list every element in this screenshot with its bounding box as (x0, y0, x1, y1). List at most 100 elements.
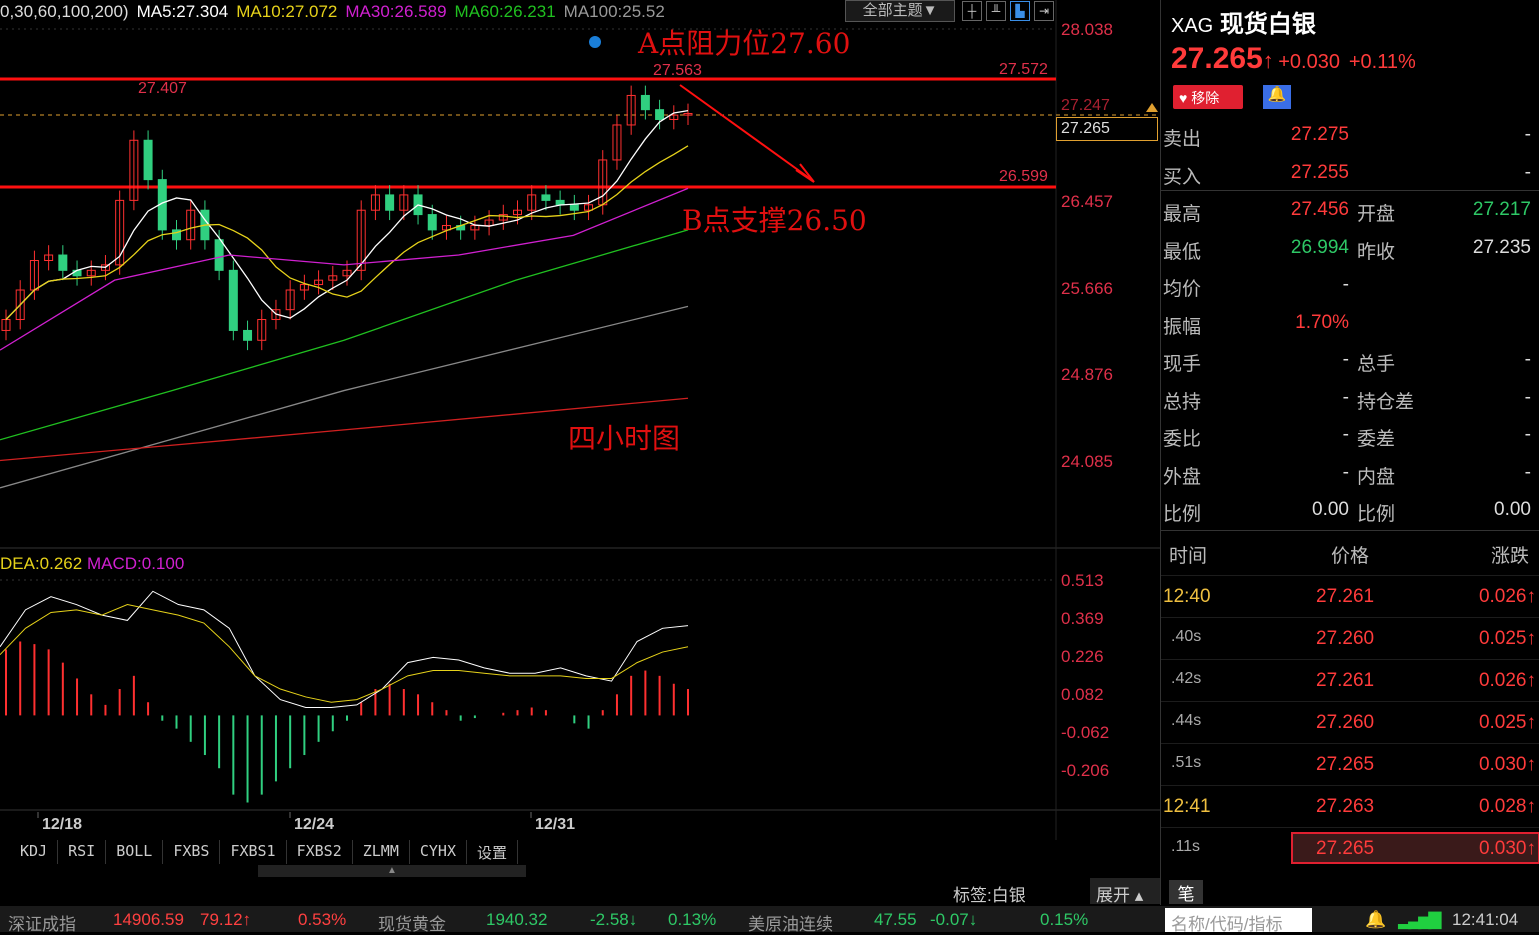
tick-row: .44s 27.260 0.025↑ (1161, 701, 1539, 743)
quote-l2: 昨收 (1357, 241, 1396, 263)
search-input[interactable]: 名称/代码/指标 (1165, 908, 1312, 934)
candle-up (314, 279, 324, 286)
tick-c: 0.030↑ (1478, 754, 1536, 775)
tick-header-cell: 涨跌 (1491, 546, 1530, 567)
quote-l1: 比例 (1163, 504, 1202, 525)
change: +0.030 (1278, 51, 1340, 73)
period-annotation: 四小时图 (568, 422, 681, 455)
quote-v2: - (1524, 161, 1531, 183)
tick-p: 27.265 (1316, 754, 1375, 775)
quote-v2: 27.235 (1472, 236, 1531, 258)
resistance-annotation: A点阻力位27.60 (638, 27, 851, 60)
macd-tick: -0.062 (1061, 723, 1109, 742)
candle-down (72, 269, 82, 277)
bell-icon[interactable]: 🔔 (1263, 85, 1291, 109)
support-value: 26.599 (999, 168, 1048, 185)
price-chart[interactable]: 28.038 26.457 25.666 24.876 24.085 0.513 0.369… (0, 0, 1160, 905)
tick-t: 12:40 (1163, 586, 1211, 607)
quote-row: 最低 26.994 昨收 27.235 (1161, 229, 1539, 266)
quote-row: 卖出 27.275 - (1161, 116, 1539, 153)
expand-button[interactable]: 展开 ▴ (1090, 878, 1160, 905)
ma60-line (0, 229, 689, 441)
quote-v1: 27.275 (1290, 124, 1349, 145)
quote-row: 现手 - 总手 - (1161, 341, 1539, 378)
candle-up (356, 209, 366, 271)
candle-up (15, 289, 25, 321)
macd-tick: 0.226 (1061, 647, 1104, 666)
tick-c: 0.025↑ (1478, 628, 1536, 649)
ticker-name[interactable]: 美原油连续 (748, 915, 833, 934)
indicator-tab[interactable]: KDJ (10, 840, 59, 864)
alert-bell-icon[interactable]: 🔔 (1365, 910, 1387, 929)
quote-v2: - (1524, 461, 1531, 483)
ticker-val: 14906.59 (113, 910, 184, 929)
macd-tick: 0.369 (1061, 609, 1104, 628)
candle-up (399, 194, 409, 211)
price-tick: 24.085 (1061, 452, 1113, 471)
tick-p: 27.260 (1316, 712, 1375, 733)
tab-bi[interactable]: 笔 (1169, 880, 1203, 904)
indicator-tab[interactable]: CYHX (410, 840, 467, 864)
bar-chart-icon[interactable]: ╨ (986, 1, 1006, 21)
scroll-handle[interactable]: ▲ (258, 865, 526, 877)
tick-p: 27.263 (1316, 796, 1375, 817)
quote-v2: - (1524, 424, 1531, 445)
remove-favorite-button[interactable]: ♥ 移除 (1173, 85, 1243, 109)
ticker-chg: -2.58↓ (590, 910, 638, 929)
quote-l2: 内盘 (1357, 466, 1396, 488)
ticker-name[interactable]: 深证成指 (8, 915, 76, 934)
exit-icon[interactable]: ⇥ (1034, 1, 1054, 21)
indicator-tab[interactable]: BOLL (106, 840, 164, 864)
indicator-tab[interactable]: ZLMM (353, 840, 410, 864)
candle-up (285, 289, 295, 311)
quote-v1: - (1342, 424, 1349, 445)
candle-icon[interactable]: ▙ (1010, 1, 1030, 21)
dea-value: DEA:0.262 (0, 554, 83, 573)
theme-dropdown[interactable]: 全部主题▼ (845, 0, 955, 22)
quote-v2: 27.217 (1472, 199, 1531, 220)
quote-l2: 总手 (1357, 354, 1396, 375)
quote-row: 委比 - 委差 - (1161, 416, 1539, 453)
candle-down (214, 239, 224, 271)
ticker-pct: 0.53% (298, 910, 347, 929)
marker-dot (589, 36, 601, 48)
clock: 12:41:04 (1452, 910, 1519, 929)
quote-l1: 委比 (1163, 429, 1202, 450)
ma5-line (5, 110, 689, 320)
current-price-tag: 27.265 (1056, 117, 1158, 141)
legend-ma10: MA10:27.072 (236, 2, 338, 21)
quote-l2: 委差 (1357, 429, 1396, 450)
ticker-pct: 0.13% (668, 910, 717, 929)
indicator-tab[interactable]: RSI (58, 840, 107, 864)
candle-up (441, 225, 451, 231)
candle-down (569, 204, 579, 211)
indicator-tab[interactable]: FXBS2 (287, 840, 353, 864)
quote-l2: 比例 (1357, 504, 1396, 525)
tick-c: 0.030↑ (1478, 838, 1536, 859)
ticker-bar: 名称/代码/指标 🔔 ▂▃▅▇ 12:41:04 深证成指 14906.59 79.… (0, 906, 1539, 934)
instrument-name: 现货白银 (1219, 11, 1316, 38)
crosshair-icon[interactable]: ┼ (962, 1, 982, 21)
candle-up (44, 254, 54, 261)
indicator-tab[interactable]: FXBS (163, 840, 221, 864)
tick-p: 27.261 (1316, 586, 1375, 607)
last-price: 27.265 (1171, 42, 1263, 75)
ticker-name[interactable]: 现货黄金 (378, 915, 446, 934)
tick-c: 0.026↑ (1478, 670, 1536, 691)
macd-value: MACD:0.100 (86, 554, 185, 573)
candle-down (143, 139, 153, 181)
quote-v2: - (1524, 124, 1531, 145)
quote-v2: - (1524, 349, 1531, 370)
indicator-tab[interactable]: 设置 (467, 840, 519, 864)
ma-legend: 0,30,60,100,200) MA5:27.304 MA10:27.072 MA3… (0, 2, 673, 22)
high-label: 27.407 (138, 80, 187, 97)
candle-up (115, 199, 125, 266)
candle-down (427, 214, 437, 231)
quote-l1: 振幅 (1163, 316, 1202, 338)
quote-v1: 27.456 (1290, 199, 1349, 220)
quote-l2: 持仓差 (1357, 391, 1415, 413)
indicator-tab[interactable]: FXBS1 (220, 840, 287, 864)
candle-up (498, 214, 508, 221)
quote-v1: - (1342, 349, 1349, 370)
quote-v1: 27.255 (1290, 161, 1349, 183)
